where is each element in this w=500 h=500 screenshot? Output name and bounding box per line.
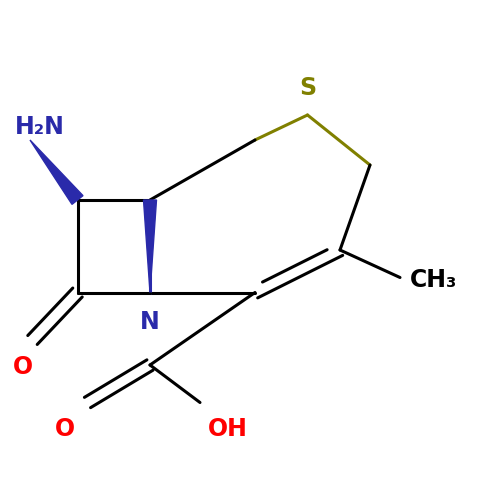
Text: S: S [299,76,316,100]
Text: H₂N: H₂N [15,116,65,140]
Text: N: N [140,310,160,334]
Polygon shape [30,140,83,204]
Polygon shape [144,200,156,292]
Text: O: O [12,355,32,379]
Text: O: O [55,418,75,442]
Text: CH₃: CH₃ [410,268,457,292]
Text: OH: OH [208,418,248,442]
